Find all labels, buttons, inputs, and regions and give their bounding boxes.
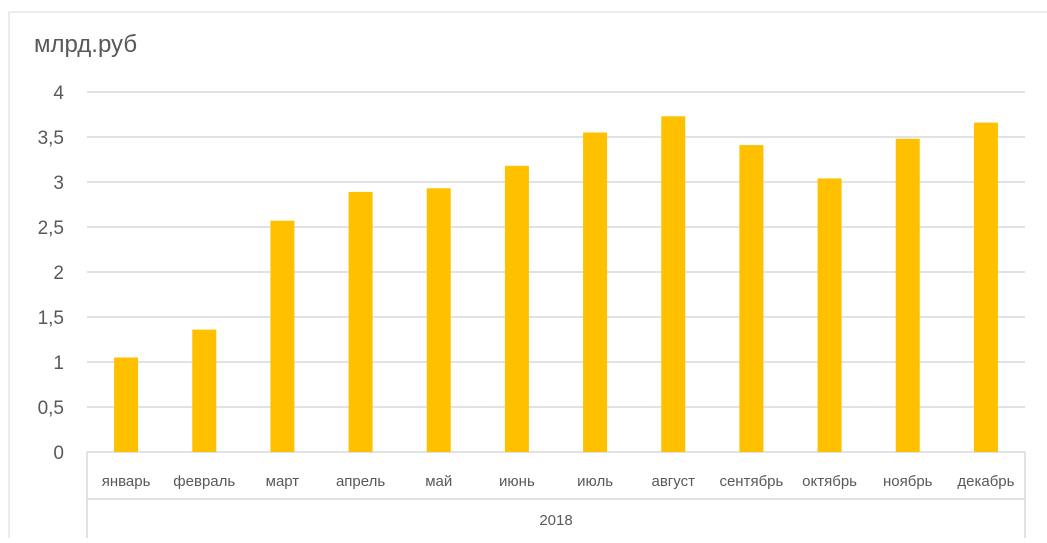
gridlines [87, 91, 1025, 453]
x-tick-label: июнь [499, 473, 535, 490]
x-tick-label: май [425, 473, 452, 490]
x-tick-label: январь [102, 473, 151, 490]
x-tick-label: март [266, 473, 300, 490]
bar [739, 145, 764, 452]
x-tick-label: февраль [173, 473, 235, 490]
x-tick-label: ноябрь [883, 473, 933, 490]
bar [504, 165, 529, 453]
bar [817, 178, 842, 452]
x-tick-label: август [652, 473, 696, 490]
y-tick-label: 0,5 [38, 398, 64, 419]
x-tick-label: декабрь [957, 473, 1014, 490]
bar [583, 132, 608, 452]
x-tick-label: сентябрь [719, 473, 783, 490]
bar [973, 122, 998, 452]
bar [895, 138, 920, 453]
y-tick-label: 3 [53, 173, 64, 194]
bars [114, 116, 998, 453]
y-tick-label: 1 [53, 353, 64, 374]
x-tick-label: апрель [336, 473, 385, 490]
x-tick-label: октябрь [802, 473, 857, 490]
bar [114, 357, 139, 452]
y-tick-label: 2,5 [38, 218, 64, 239]
bar [348, 191, 373, 452]
y-tick-label: 4 [53, 83, 64, 104]
y-tick-label: 0 [53, 443, 64, 464]
y-tick-label: 3,5 [38, 128, 64, 149]
y-axis-ticks: 0 0,5 1 1,5 2 2,5 3 3,5 4 [38, 83, 65, 464]
bar [661, 116, 686, 453]
bar [270, 220, 295, 452]
x-tick-label: июль [577, 473, 613, 490]
y-tick-label: 1,5 [38, 308, 64, 329]
x-group-label: 2018 [539, 512, 572, 529]
y-tick-label: 2 [53, 263, 64, 284]
bar [192, 329, 217, 452]
x-axis-ticks: январь февраль март апрель май июнь июль август… [102, 473, 1015, 490]
bar [426, 188, 451, 453]
x-axis-group: 2018 [86, 452, 1026, 538]
y-axis-title: млрд.руб [34, 31, 137, 58]
